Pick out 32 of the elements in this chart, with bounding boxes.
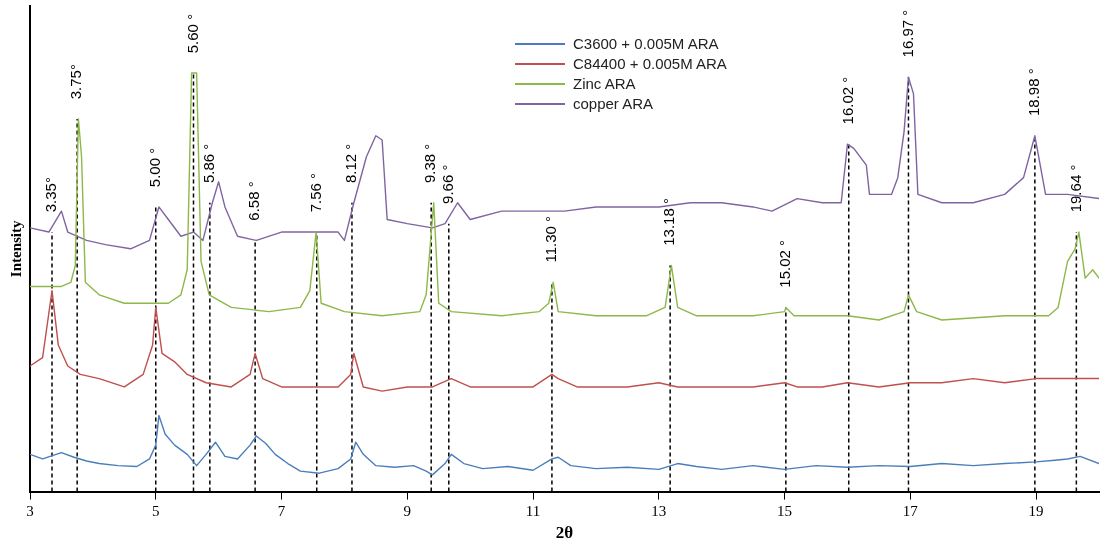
ref-line-label: 11.30 ° [542,215,560,263]
x-axis-title: 2θ [555,523,574,543]
x-tick-label: 9 [403,502,412,519]
x-tick-label: 15 [777,502,793,519]
y-axis-title: Intensity [7,219,24,278]
legend-label: copper ARA [573,94,654,114]
ref-line-label: 5.86 ° [199,143,217,184]
ref-line-label: 16.02 ° [838,76,856,125]
x-tick-label: 5 [152,502,160,519]
x-tick-label: 13 [651,502,667,519]
legend-label: Zinc ARA [573,74,636,94]
x-tick-label: 17 [902,502,919,519]
legend-label: C3600 + 0.005M ARA [573,34,719,54]
ref-line-label: 15.02 ° [775,239,793,288]
ref-line-label: 5.00 ° [145,147,163,188]
ref-line-label: 3.35° [42,177,60,213]
x-tick-label: 11 [525,502,541,519]
x-tick-label: 3 [26,502,34,519]
ref-line-label: 9.38 ° [421,143,439,184]
ref-line-label: 6.58 ° [245,181,263,221]
ref-line-label: 5.60 ° [183,13,201,54]
x-tick-label: 7 [277,502,286,519]
ref-line-label: 8.12 ° [342,143,360,184]
ref-line-label: 3.75° [67,64,85,100]
ref-line-label: 7.56 ° [306,172,324,213]
legend-label: C84400 + 0.005M ARA [573,54,727,74]
ref-line-label: 18.98 ° [1025,68,1042,117]
ref-line-label: 19.64 ° [1066,164,1084,213]
ref-line-label: 16.97 ° [898,9,916,58]
x-tick-label: 19 [1028,502,1044,519]
ref-line-label: 9.66 ° [438,164,456,204]
ref-line-label: 13.18 ° [660,198,678,246]
